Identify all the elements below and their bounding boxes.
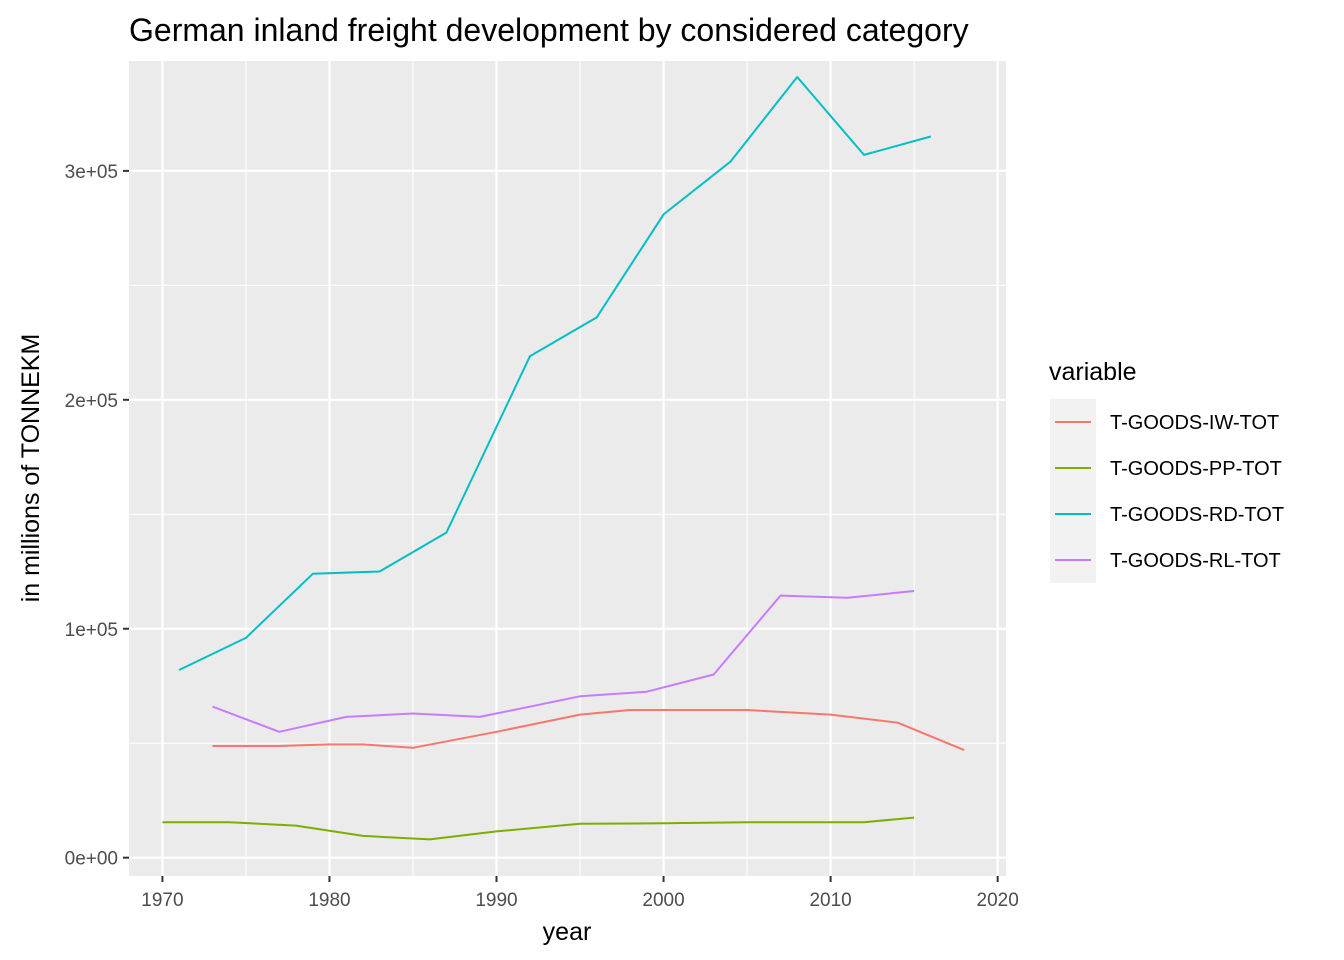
series-line-t-goods-iw-tot (212, 709, 965, 752)
x-axis: 1970 1980 1990 2000 2010 2020 (141, 876, 1019, 911)
chart-title: German inland freight development by con… (129, 12, 969, 48)
legend-label: T-GOODS-RL-TOT (1110, 550, 1281, 572)
series-line-t-goods-rd-tot (178, 76, 932, 671)
y-axis: 0e+00 1e+05 2e+05 3e+05 (65, 162, 129, 870)
y-axis-title: in millions of TONNEKM (17, 334, 45, 603)
x-tick-label: 1990 (475, 890, 517, 911)
y-tick-label: 3e+05 (65, 162, 118, 183)
legend-label: T-GOODS-RD-TOT (1110, 504, 1284, 526)
plot-panel (129, 61, 1006, 876)
legend-title: variable (1049, 358, 1137, 386)
legend-label: T-GOODS-IW-TOT (1110, 412, 1279, 434)
x-tick-label: 1970 (141, 890, 183, 911)
x-axis-title: year (543, 918, 592, 946)
series-line-t-goods-rl-tot (212, 590, 915, 733)
x-tick-label: 2010 (809, 890, 851, 911)
grid-minor (129, 61, 1006, 876)
series-lines (162, 76, 965, 841)
y-tick-label: 2e+05 (65, 391, 118, 412)
x-tick-label: 2000 (642, 890, 684, 911)
legend: variable T-GOODS-IW-TOT T-GOODS-PP-TOT T-G… (1049, 358, 1284, 583)
legend-label: T-GOODS-PP-TOT (1110, 458, 1282, 480)
y-tick-label: 1e+05 (65, 620, 118, 641)
grid-major (129, 61, 1006, 876)
x-tick-label: 1980 (308, 890, 350, 911)
x-tick-label: 2020 (977, 890, 1019, 911)
y-tick-label: 0e+00 (65, 849, 118, 870)
series-line-t-goods-pp-tot (162, 816, 915, 841)
